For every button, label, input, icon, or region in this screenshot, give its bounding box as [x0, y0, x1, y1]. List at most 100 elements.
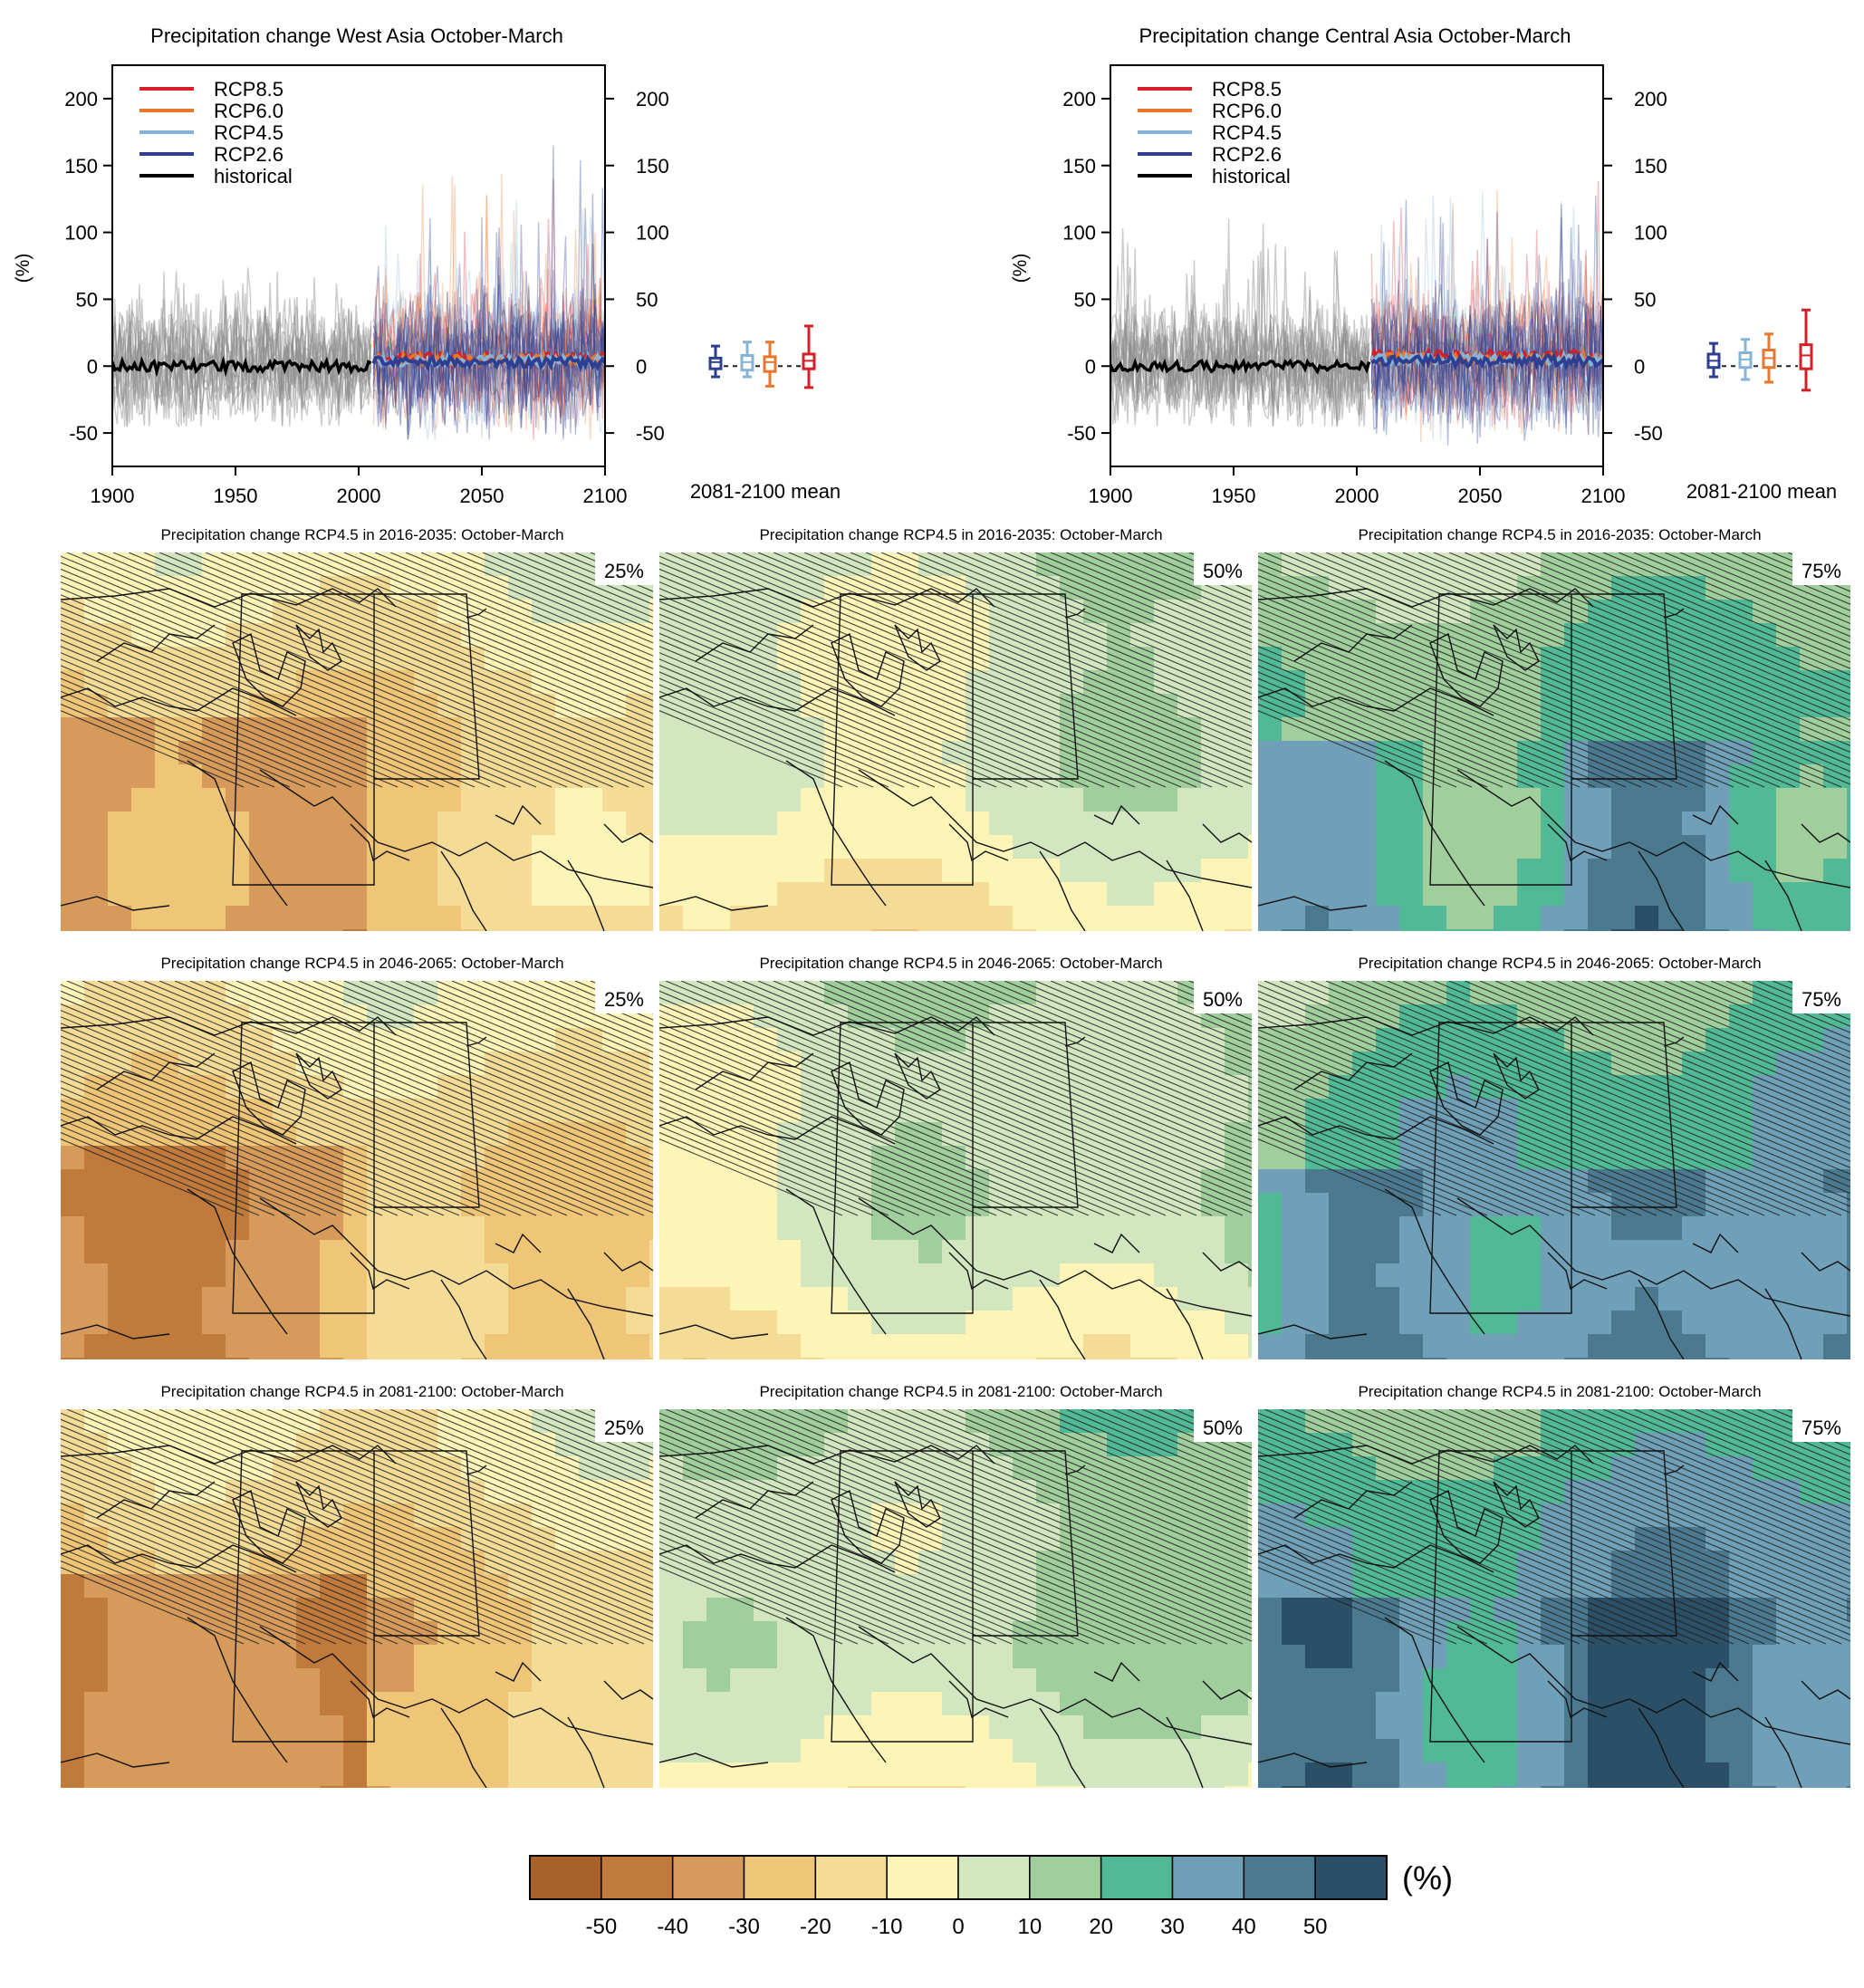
map-cell: [131, 788, 156, 812]
x-tick-label: 2100: [583, 485, 628, 507]
map-cell: [1248, 882, 1252, 907]
map-cell: [754, 1193, 778, 1217]
map-cell: [1682, 906, 1706, 930]
map-cell: [683, 1598, 707, 1622]
map-cell: [1399, 1762, 1424, 1787]
map-cell: [659, 1645, 684, 1669]
legend-label: RCP2.6: [214, 143, 283, 166]
map-cell: [61, 1193, 85, 1217]
map-coastline: [1258, 588, 1850, 931]
map-cell: [1154, 1263, 1178, 1288]
map-cell: [895, 1334, 919, 1359]
map-cell: [367, 981, 391, 1005]
map-cell: [848, 1668, 872, 1693]
map-cell: [1494, 1786, 1518, 1788]
map-cell: [155, 835, 179, 860]
map-cell: [1564, 929, 1589, 931]
map-cell: [1352, 1169, 1377, 1194]
map-cell: [1446, 1739, 1471, 1763]
map-cell: [1729, 1739, 1754, 1763]
map-cell: [649, 1240, 653, 1264]
scenario-member-line: [372, 226, 605, 440]
map-cell: [1201, 882, 1225, 907]
map-cell: [871, 1287, 896, 1311]
map-cell: [1705, 1503, 1730, 1528]
map-cell: [730, 1621, 754, 1646]
map-cell: [1823, 1287, 1848, 1311]
map-cell: [649, 741, 653, 765]
scenario-member-line: [372, 187, 605, 436]
map-cell: [1564, 1762, 1589, 1787]
map-cell: [61, 1263, 85, 1288]
map-cell: [1635, 1527, 1659, 1551]
map-cell: [1329, 1715, 1353, 1740]
map-cell: [485, 1358, 509, 1359]
map-cell: [1036, 1527, 1061, 1551]
map-cell: [754, 906, 778, 930]
map-cell: [1470, 812, 1494, 836]
map-cell: [1201, 1099, 1225, 1123]
map-cell: [1423, 1358, 1447, 1359]
map-cell: [706, 1169, 731, 1194]
map-cell: [390, 1311, 415, 1335]
map-cell: [367, 1668, 391, 1693]
map-cell: [155, 1715, 179, 1740]
map-cell: [649, 812, 653, 836]
map-cell: [1446, 1786, 1471, 1788]
map-cell: [296, 882, 321, 907]
map-cell: [1305, 906, 1330, 930]
map-cell: [1423, 1216, 1447, 1241]
map-cell: [966, 1739, 990, 1763]
map-cell: [1564, 1480, 1589, 1504]
map-cell: [1776, 1739, 1801, 1763]
map-cell: [730, 788, 754, 812]
map-cell: [1036, 1287, 1061, 1311]
map-cell: [706, 1668, 731, 1693]
map-cell: [1847, 1762, 1850, 1787]
map-cell: [414, 1456, 438, 1481]
map-cell: [706, 1645, 731, 1669]
map-cell: [273, 717, 297, 742]
map-cell: [1705, 929, 1730, 931]
map-cell: [367, 788, 391, 812]
map-cell: [1847, 1668, 1850, 1693]
map-cell: [1446, 1263, 1471, 1288]
map-cell: [1753, 1551, 1777, 1575]
map-cell: [649, 1028, 653, 1052]
map-cell: [1201, 906, 1225, 930]
map-cell: [390, 859, 415, 883]
map-cell: [801, 1334, 825, 1359]
colorbar-cells: [529, 1855, 1388, 1900]
map-cell: [1083, 906, 1108, 930]
map-cell: [1399, 882, 1424, 907]
map-cell: [602, 1311, 627, 1335]
map-cell: [532, 623, 556, 648]
map-cell: [343, 882, 368, 907]
map-cell: [1635, 1028, 1659, 1052]
map-cell: [343, 906, 368, 930]
map-cell: [730, 1240, 754, 1264]
map-cell: [1753, 623, 1777, 648]
map-cell: [1107, 906, 1131, 930]
map-cell: [343, 1739, 368, 1763]
map-cell: [1399, 670, 1424, 695]
map-cell: [1494, 1358, 1518, 1359]
map-cell: [1225, 1216, 1249, 1241]
map-cell: [532, 882, 556, 907]
map-cell: [626, 906, 650, 930]
map-cell: [989, 1762, 1014, 1787]
map-cell: [801, 882, 825, 907]
map-cell: [918, 1358, 943, 1359]
map-cell: [1658, 929, 1683, 931]
map-cell: [1083, 1263, 1108, 1288]
map-cell: [1130, 623, 1155, 648]
map-cell: [1060, 1334, 1084, 1359]
map-cell: [1130, 1122, 1155, 1147]
map-cell: [1588, 859, 1612, 883]
map-cell: [989, 552, 1014, 577]
map-cell: [1154, 906, 1178, 930]
map-cell: [1201, 1240, 1225, 1264]
map-cell: [1776, 1287, 1801, 1311]
y-tick-label: 100: [636, 222, 669, 245]
